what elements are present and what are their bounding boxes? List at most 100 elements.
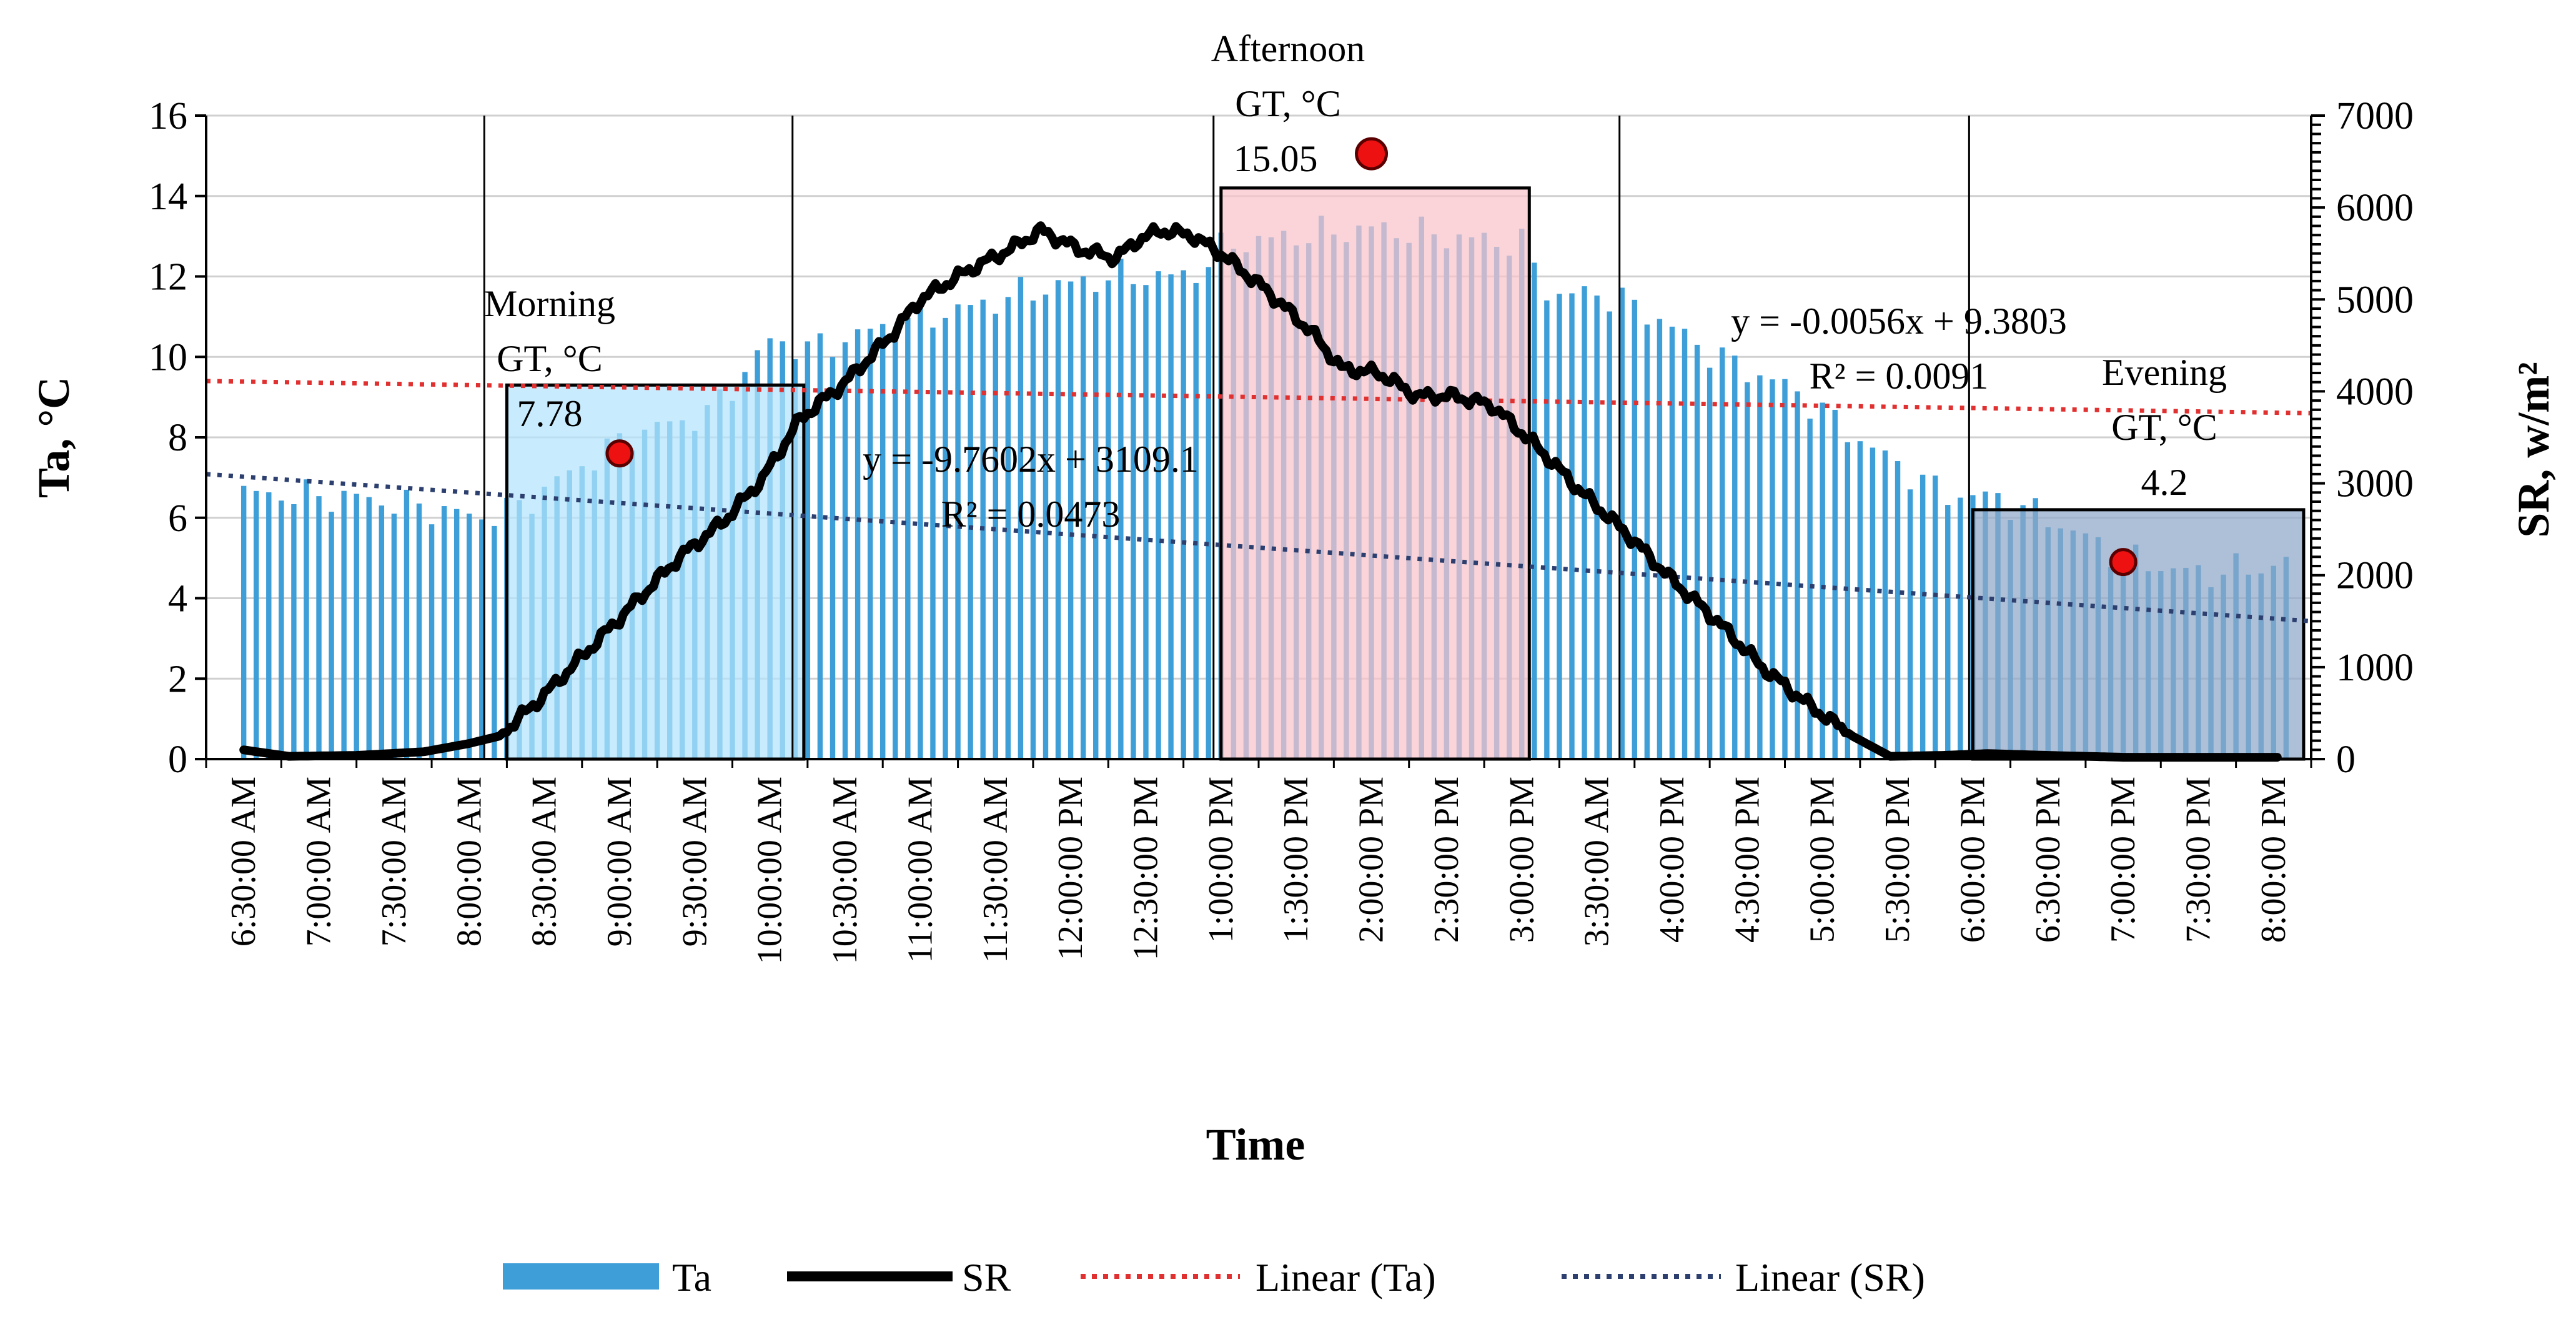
ta-bar [1857, 441, 1863, 759]
x-tick-label: 6:30:00 PM [2029, 777, 2068, 943]
ta-bar [1043, 294, 1049, 759]
ta-bar [805, 341, 811, 759]
period-boxes [505, 186, 2306, 761]
x-axis-title: Time [1206, 1120, 1305, 1170]
legend-label-sr: SR [962, 1255, 1011, 1300]
ta-bar [943, 317, 948, 760]
trendline-ta [206, 379, 2312, 415]
ta-bar [930, 327, 936, 759]
ta-bar [1607, 311, 1612, 759]
afternoon-label: Afternoon [1211, 28, 1365, 69]
ta-bar [1657, 319, 1663, 759]
ta-bar [354, 494, 359, 759]
legend-label-linear-ta: Linear (Ta) [1256, 1255, 1436, 1300]
ta-bar [1757, 375, 1763, 759]
y-left-tick-label: 2 [168, 658, 187, 700]
x-tick-label: 11:30:00 AM [976, 777, 1015, 963]
ta-bar [1907, 489, 1913, 759]
legend: Ta SR Linear (Ta) Linear (SR) [503, 1255, 1925, 1300]
ta-bar [817, 333, 823, 759]
ta-bar [1882, 450, 1888, 759]
x-tick-label: 3:30:00 AM [1578, 777, 1617, 947]
sr-line [239, 221, 2282, 762]
ta-bar [341, 490, 347, 759]
ta-bar [1782, 379, 1788, 759]
evening-label: Evening [2102, 352, 2227, 393]
x-tick-label: 4:00:00 PM [1653, 777, 1692, 943]
ta-bar [1594, 296, 1600, 759]
ta-bar [893, 337, 898, 759]
x-tick-label: 11:00:00 AM [901, 777, 939, 963]
y-axis-right-title: SR, w/m² [2509, 362, 2559, 538]
ta-bar [1093, 292, 1099, 759]
y-right-tick-label: 5000 [2336, 279, 2414, 321]
ta-bar [441, 506, 447, 759]
ta-bar [266, 492, 272, 759]
ta-bar [1920, 474, 1926, 759]
x-tick-label: 5:30:00 PM [1878, 777, 1917, 943]
x-tick-label: 2:00:00 PM [1352, 777, 1391, 943]
y-right-tick-label: 0 [2336, 738, 2356, 781]
trend-ta-r2: R² = 0.0091 [1810, 355, 1989, 397]
y-right-tick-label: 7000 [2336, 95, 2414, 137]
y-left-tick-label: 14 [149, 176, 187, 218]
ta-bar [1682, 329, 1688, 759]
y-left-tick-label: 0 [168, 738, 187, 781]
ta-bar [1156, 271, 1161, 759]
x-tick-label: 7:00:00 PM [2104, 777, 2143, 943]
ta-bar [1632, 299, 1637, 759]
x-tick-label: 6:30:00 AM [224, 777, 263, 947]
ta-bar [1068, 281, 1074, 759]
x-tick-label: 9:30:00 AM [675, 777, 714, 947]
ta-bar [1820, 402, 1825, 759]
period-box-evening [1971, 508, 2306, 761]
trend-ta-equation: y = -0.0056x + 9.3803 [1731, 301, 2067, 342]
ta-bar [918, 302, 923, 759]
ta-bar [379, 505, 385, 759]
morning-value: 7.78 [517, 393, 583, 434]
ta-bar [254, 490, 259, 759]
y-right-tick-label: 4000 [2336, 370, 2414, 413]
x-tick-label: 3:00:00 PM [1502, 777, 1541, 943]
y-right-tick-label: 1000 [2336, 647, 2414, 689]
gt-marker [2109, 548, 2138, 577]
x-tick-label: 8:00:00 AM [450, 777, 488, 947]
ta-bar [1131, 284, 1136, 759]
y-left-tick-label: 4 [168, 578, 187, 620]
gt-marker [605, 439, 634, 468]
ta-bar [842, 342, 848, 759]
x-tick-label: 12:00:00 PM [1051, 777, 1090, 960]
ta-bar [1106, 280, 1111, 759]
y-right-tick-label: 3000 [2336, 463, 2414, 505]
ta-bar [1732, 355, 1738, 759]
x-tick-label: 7:30:00 PM [2179, 777, 2217, 943]
ta-bar [1080, 276, 1086, 759]
axes [195, 114, 2325, 768]
ta-bar [467, 514, 472, 759]
ta-bar [479, 519, 485, 759]
ta-bar [366, 497, 372, 759]
ta-bar [329, 512, 334, 759]
ta-bar [867, 329, 873, 759]
ta-bar [453, 509, 460, 759]
ta-bar [905, 317, 911, 760]
ta-bar [1770, 379, 1775, 759]
afternoon-gt-label: GT, °C [1235, 83, 1341, 124]
x-tick-label: 1:00:00 PM [1202, 777, 1241, 943]
ta-bar [1532, 262, 1537, 759]
ta-bar [1544, 300, 1550, 759]
ta-bar [1832, 409, 1838, 759]
x-tick-label: 10:30:00 AM [826, 777, 864, 964]
ta-bar [1669, 326, 1675, 759]
morning-gt-label: GT, °C [497, 338, 603, 379]
ta-bar [1719, 347, 1725, 759]
ta-bar [1795, 391, 1800, 759]
labels: 0 2 4 6 8 10 12 14 16 0 1000 2000 3000 4000 5000 6000 70… [149, 95, 2414, 964]
x-tick-label: 6:00:00 PM [1953, 777, 1992, 943]
ta-bar [1206, 267, 1211, 760]
legend-label-linear-sr: Linear (SR) [1735, 1255, 1925, 1300]
ta-bar [855, 329, 861, 759]
gt-marker [1355, 137, 1389, 171]
ta-bar [1582, 286, 1587, 759]
legend-label-ta: Ta [672, 1255, 711, 1300]
